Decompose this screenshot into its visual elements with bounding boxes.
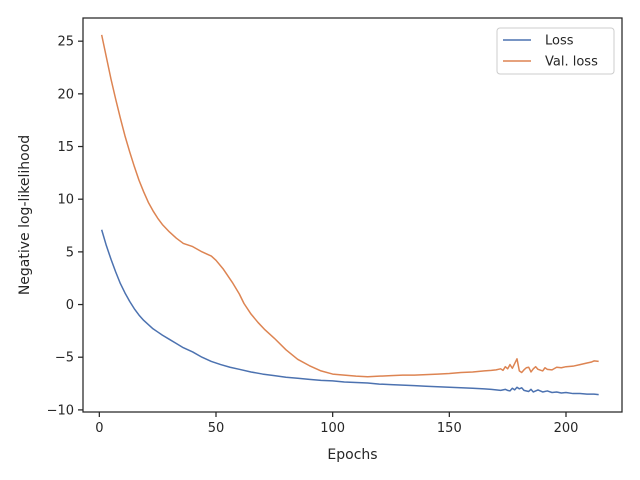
y-axis: −10 −5 0 5 10 15 20 25 [47, 35, 83, 418]
legend-label-loss: Loss [545, 34, 574, 49]
legend-label-val-loss: Val. loss [545, 55, 598, 70]
y-tick-label: −5 [55, 351, 74, 366]
series-line-val-loss [100, 34, 599, 378]
x-tick-label: 50 [208, 421, 225, 436]
x-tick-label: 0 [95, 421, 103, 436]
axes-frame [82, 17, 623, 413]
legend: Loss Val. loss [496, 27, 615, 75]
series-line-loss [100, 229, 599, 396]
x-tick-label: 100 [320, 421, 345, 436]
x-tick-label: 200 [554, 421, 579, 436]
y-tick-label: 15 [57, 140, 74, 155]
x-axis-label: Epochs [327, 447, 377, 463]
y-tick-label: 0 [66, 298, 74, 313]
x-axis: 0 50 100 150 200 [95, 412, 578, 436]
y-tick-label: 5 [66, 245, 74, 260]
y-tick-label: 10 [57, 193, 74, 208]
y-tick-label: −10 [47, 403, 74, 418]
y-tick-label: 25 [57, 35, 74, 50]
series-layer [100, 34, 599, 396]
y-tick-label: 20 [57, 87, 74, 102]
y-axis-label: Negative log-likelihood [17, 135, 33, 295]
x-tick-label: 150 [437, 421, 462, 436]
